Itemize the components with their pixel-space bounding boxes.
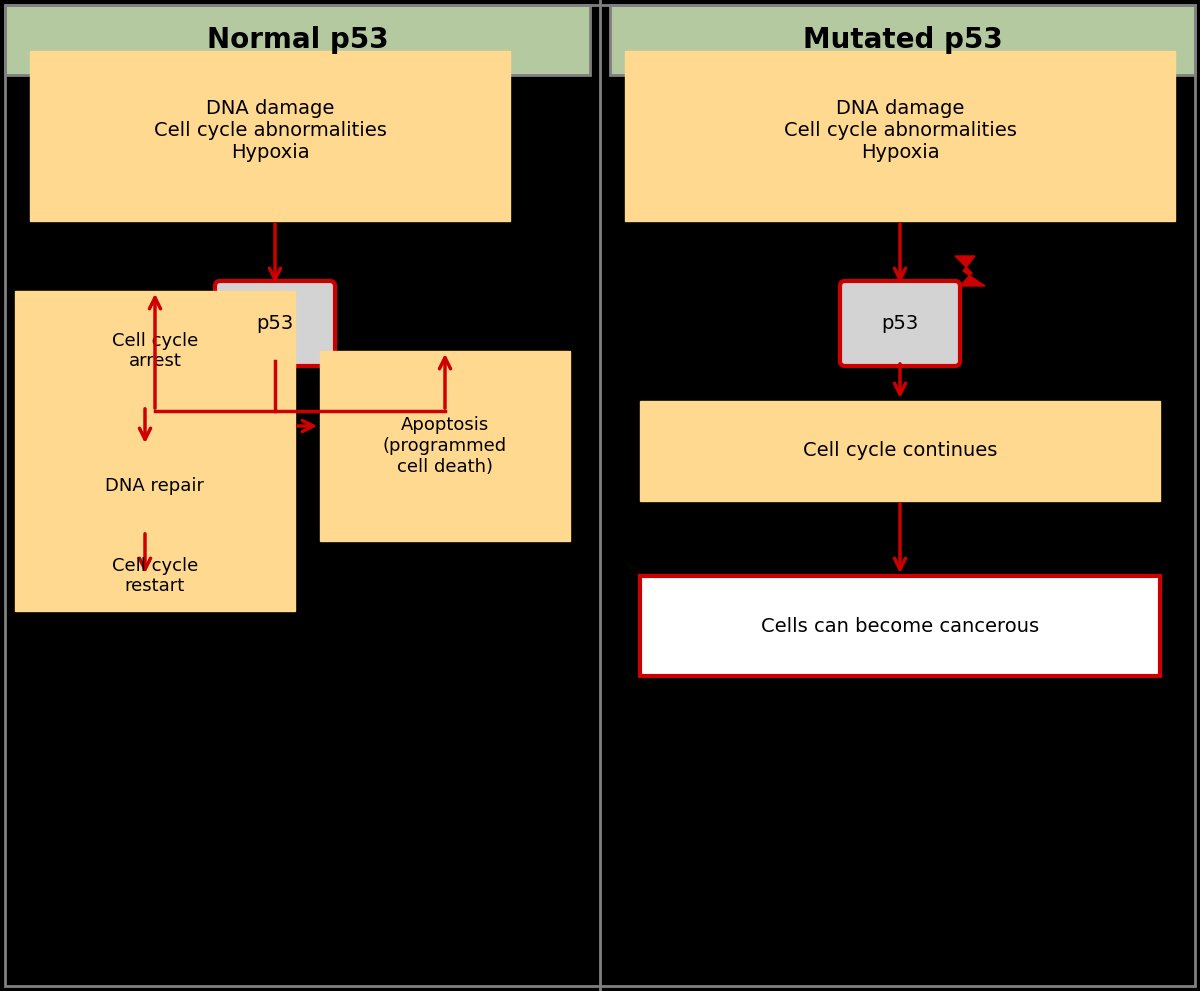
Text: Mutated p53: Mutated p53 xyxy=(803,26,1002,54)
Text: Apoptosis
(programmed
cell death): Apoptosis (programmed cell death) xyxy=(383,416,508,476)
Polygon shape xyxy=(955,256,985,286)
FancyBboxPatch shape xyxy=(5,5,590,75)
Text: Cell cycle
restart: Cell cycle restart xyxy=(112,557,198,596)
FancyBboxPatch shape xyxy=(640,576,1160,676)
FancyBboxPatch shape xyxy=(625,51,1175,221)
Text: Cell cycle continues: Cell cycle continues xyxy=(803,442,997,461)
Text: DNA damage
Cell cycle abnormalities
Hypoxia: DNA damage Cell cycle abnormalities Hypo… xyxy=(784,99,1016,163)
Text: Cells can become cancerous: Cells can become cancerous xyxy=(761,616,1039,635)
Text: Normal p53: Normal p53 xyxy=(206,26,389,54)
Text: DNA repair: DNA repair xyxy=(106,477,204,495)
FancyBboxPatch shape xyxy=(320,351,570,541)
Text: p53: p53 xyxy=(257,314,294,333)
Text: DNA damage
Cell cycle abnormalities
Hypoxia: DNA damage Cell cycle abnormalities Hypo… xyxy=(154,99,386,163)
Text: p53: p53 xyxy=(881,314,919,333)
FancyBboxPatch shape xyxy=(30,51,510,221)
FancyBboxPatch shape xyxy=(215,281,335,366)
FancyBboxPatch shape xyxy=(640,401,1160,501)
FancyBboxPatch shape xyxy=(14,291,295,611)
FancyBboxPatch shape xyxy=(610,5,1195,75)
Text: Cell cycle
arrest: Cell cycle arrest xyxy=(112,332,198,371)
FancyBboxPatch shape xyxy=(840,281,960,366)
